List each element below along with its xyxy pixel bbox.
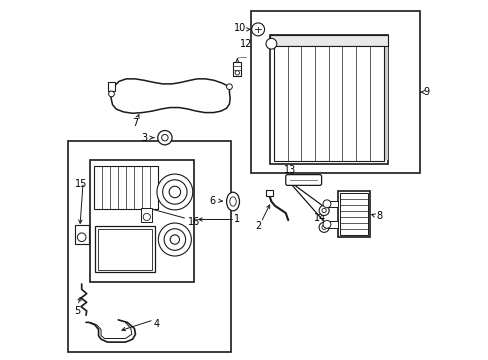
Bar [273,45,383,161]
Bar [74,225,89,244]
Text: 7: 7 [132,118,138,128]
Bar [98,229,152,270]
Bar [326,201,337,207]
Text: 3: 3 [141,133,147,143]
Circle shape [321,225,325,229]
Circle shape [169,186,180,198]
Text: 5: 5 [75,306,81,316]
Bar [326,221,337,228]
Text: 8: 8 [376,211,382,221]
Bar [337,191,369,237]
Circle shape [265,39,276,49]
Bar [94,166,158,209]
Text: 1: 1 [233,215,240,224]
Circle shape [108,91,114,97]
Text: 14: 14 [313,213,325,222]
Text: 2: 2 [254,221,261,231]
Circle shape [319,222,328,232]
Circle shape [163,180,187,204]
Bar [339,193,367,235]
Bar [265,190,273,196]
Bar [269,35,387,164]
Circle shape [321,208,325,213]
Circle shape [157,174,192,210]
Circle shape [170,235,179,244]
Circle shape [323,220,330,228]
Circle shape [251,23,264,36]
Circle shape [77,233,86,242]
Text: 12: 12 [240,40,252,49]
Bar [384,38,387,160]
Circle shape [162,134,168,141]
Bar [89,160,193,282]
Circle shape [143,213,150,221]
Text: 10: 10 [234,23,246,33]
Text: 9: 9 [423,87,429,97]
Text: 16: 16 [187,217,200,227]
Ellipse shape [229,197,236,206]
Text: 15: 15 [75,179,87,189]
Circle shape [226,84,232,90]
Bar [250,12,419,173]
FancyBboxPatch shape [285,175,321,185]
Bar [68,140,231,352]
Circle shape [319,206,328,216]
Circle shape [235,71,239,75]
Text: 6: 6 [208,196,215,206]
Text: 4: 4 [153,319,160,329]
Bar [269,35,387,45]
Text: 13: 13 [284,165,296,175]
Circle shape [323,200,330,208]
Bar [107,82,115,91]
Circle shape [158,131,172,145]
Bar [141,208,152,222]
Bar [233,62,241,76]
Ellipse shape [226,192,239,211]
Circle shape [164,229,185,250]
Text: 11: 11 [276,39,288,49]
Bar [95,226,155,273]
Circle shape [158,223,191,256]
